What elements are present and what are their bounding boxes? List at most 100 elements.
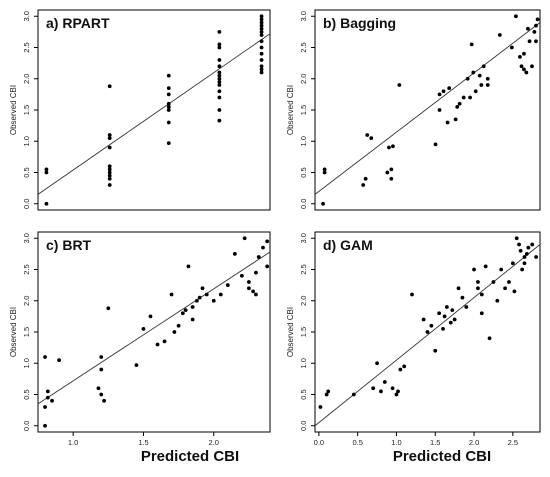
data-point (479, 292, 484, 297)
data-point (499, 267, 504, 272)
data-point (107, 145, 112, 150)
data-point (239, 273, 244, 278)
data-point (510, 261, 515, 266)
data-point (469, 42, 474, 47)
data-point (461, 95, 466, 100)
data-point (421, 317, 426, 322)
y-tick-label: 2.5 (299, 42, 308, 52)
data-point (429, 323, 434, 328)
data-point (107, 176, 112, 181)
panel-title: d) GAM (323, 237, 373, 253)
y-tick-label: 2.5 (299, 264, 308, 274)
data-point (473, 89, 478, 94)
panel-title: a) RPART (46, 15, 110, 31)
data-point (183, 308, 188, 313)
data-point (155, 342, 160, 347)
data-point (107, 164, 112, 169)
data-point (259, 67, 264, 72)
data-point (442, 314, 447, 319)
data-point (217, 42, 222, 47)
data-point (517, 242, 521, 247)
data-point (398, 367, 403, 372)
fit-line (37, 251, 271, 405)
y-tick-label: 0.0 (22, 199, 31, 209)
data-point (522, 261, 527, 266)
data-point (166, 141, 171, 146)
data-point (322, 170, 327, 175)
data-point (102, 398, 106, 403)
y-axis-label: Observed CBI (9, 307, 18, 357)
data-point (390, 386, 395, 391)
data-point (166, 92, 171, 97)
data-point (107, 167, 112, 172)
data-point (447, 86, 452, 91)
data-point (365, 133, 370, 137)
data-point (259, 17, 264, 22)
data-point (477, 73, 482, 78)
data-point (247, 280, 251, 284)
y-tick-label: 0.5 (22, 167, 31, 177)
data-point (259, 39, 264, 44)
data-point (433, 142, 438, 147)
data-point (396, 389, 400, 394)
data-point (437, 92, 442, 97)
data-point (265, 239, 270, 244)
x-tick-label: 1.5 (430, 438, 440, 447)
data-point (513, 14, 518, 19)
data-point (485, 83, 490, 87)
plot-frame (37, 9, 271, 211)
x-tick-label: 2.0 (209, 438, 219, 447)
y-tick-label: 2.5 (22, 264, 31, 274)
data-point (45, 395, 50, 400)
data-point (107, 173, 112, 178)
y-tick-label: 0.5 (299, 389, 308, 399)
data-point (217, 45, 222, 50)
data-point (485, 76, 490, 81)
data-point (166, 120, 171, 125)
y-tick-label: 1.5 (299, 105, 308, 115)
data-point (172, 330, 177, 334)
data-point (217, 83, 222, 87)
data-point (259, 29, 264, 34)
data-point (433, 348, 438, 353)
data-point (524, 70, 529, 75)
data-point (259, 51, 264, 56)
data-point (441, 89, 446, 94)
data-point (425, 330, 430, 334)
fit-line (314, 22, 541, 195)
data-point (166, 108, 171, 112)
data-point (514, 236, 519, 241)
data-point (389, 167, 394, 172)
data-point (43, 423, 47, 428)
fit-line (37, 33, 271, 195)
data-point (259, 64, 264, 69)
data-point (217, 76, 222, 81)
x-axis-label-left: Predicted CBI (140, 448, 240, 465)
y-axis-label: Observed CBI (286, 307, 295, 357)
x-tick-label: 0.5 (352, 438, 362, 447)
data-point (452, 317, 457, 322)
data-point (259, 23, 264, 28)
data-point (535, 17, 540, 22)
data-point (225, 283, 230, 288)
data-point (217, 70, 222, 75)
data-point (254, 292, 258, 297)
data-point (141, 326, 146, 331)
data-point (217, 89, 222, 94)
data-point (217, 79, 222, 84)
data-point (394, 392, 399, 397)
data-point (107, 84, 112, 89)
y-tick-label: 1.5 (22, 327, 31, 337)
data-point (99, 355, 104, 359)
data-point (204, 292, 209, 297)
data-point (379, 389, 383, 394)
y-tick-label: 2.0 (22, 296, 31, 306)
data-point (259, 14, 264, 19)
data-point (457, 101, 462, 106)
data-point (217, 95, 222, 100)
data-point (44, 170, 49, 175)
data-point (50, 398, 54, 403)
data-point (456, 286, 461, 291)
data-point (472, 267, 476, 272)
data-point (361, 183, 366, 187)
